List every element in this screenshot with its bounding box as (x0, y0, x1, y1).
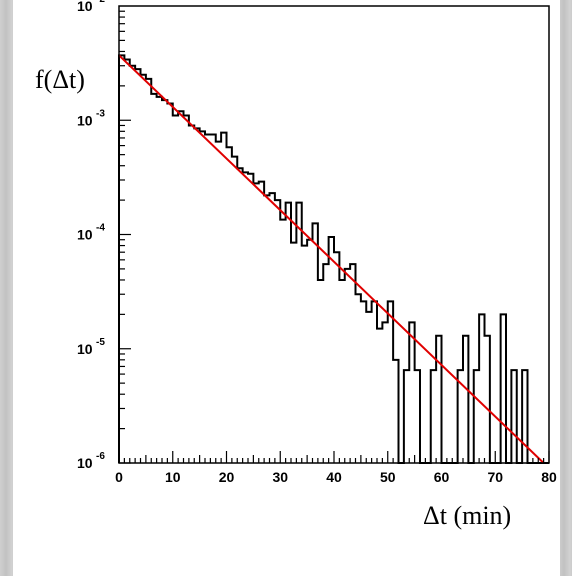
x-tick-label: 30 (272, 469, 288, 485)
y-tick-base: 10 (77, 227, 93, 243)
histogram-series (118, 54, 549, 464)
y-tick-label: 10 -4 (77, 223, 105, 243)
y-tick-label: 10 -3 (77, 108, 105, 128)
plot-layer (118, 54, 549, 464)
fit-line (118, 54, 545, 464)
plot-canvas (13, 0, 560, 576)
y-tick-base: 10 (77, 455, 93, 471)
x-tick-label: 20 (219, 469, 235, 485)
y-tick-base: 10 (77, 112, 93, 128)
y-tick-label: 10 -6 (77, 451, 105, 471)
x-tick-label: 80 (541, 469, 557, 485)
x-tick-label: 10 (165, 469, 181, 485)
y-tick-exponent: -6 (96, 451, 105, 462)
y-tick-label: 10-2 (77, 0, 105, 14)
x-axis-label: Δt (min) (423, 501, 511, 530)
y-tick-base: 10 (77, 341, 93, 357)
y-tick-base: 10 (77, 0, 93, 14)
x-tick-label: 60 (434, 469, 450, 485)
y-tick-exponent: -5 (96, 337, 105, 348)
y-tick-exponent: -3 (96, 108, 105, 119)
x-tick-label: 50 (380, 469, 396, 485)
y-tick-exponent: -2 (96, 0, 105, 5)
x-tick-label: 70 (487, 469, 503, 485)
x-tick-label: 0 (115, 469, 123, 485)
y-axis-label: f(Δt) (35, 65, 85, 94)
y-tick-exponent: -4 (96, 223, 105, 234)
y-tick-label: 10 -5 (77, 337, 105, 357)
plot-frame (118, 5, 550, 464)
x-tick-label: 40 (326, 469, 342, 485)
